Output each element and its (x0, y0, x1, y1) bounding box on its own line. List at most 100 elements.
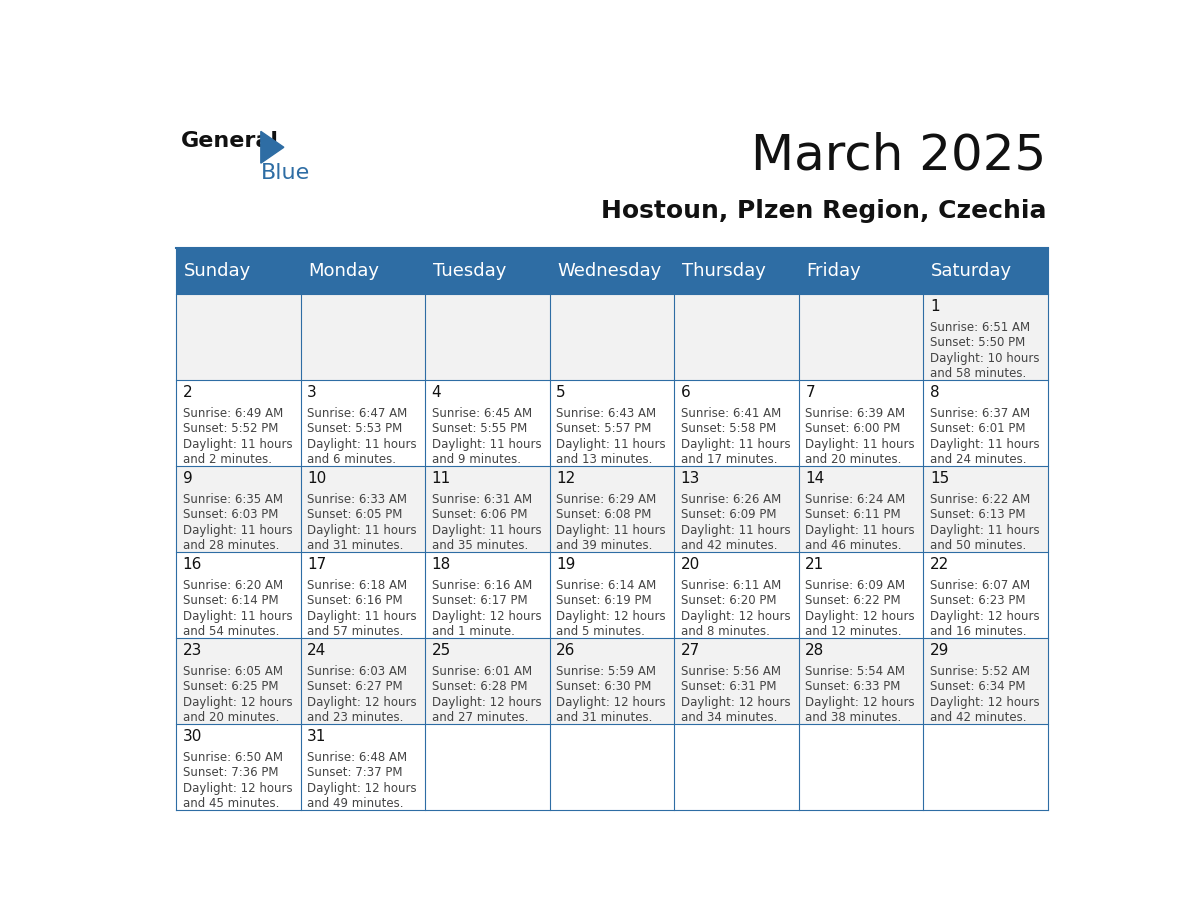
Text: and 1 minute.: and 1 minute. (431, 625, 514, 638)
Text: and 58 minutes.: and 58 minutes. (930, 367, 1026, 380)
Text: Daylight: 12 hours: Daylight: 12 hours (431, 610, 542, 623)
Text: Sunrise: 6:45 AM: Sunrise: 6:45 AM (431, 407, 532, 420)
Text: Sunrise: 6:31 AM: Sunrise: 6:31 AM (431, 493, 532, 506)
Text: Sunset: 6:28 PM: Sunset: 6:28 PM (431, 680, 527, 693)
Text: 1: 1 (930, 299, 940, 314)
Bar (550, 552, 675, 638)
Text: Daylight: 11 hours: Daylight: 11 hours (183, 524, 292, 537)
Text: Daylight: 12 hours: Daylight: 12 hours (308, 696, 417, 709)
Text: Sunrise: 6:20 AM: Sunrise: 6:20 AM (183, 579, 283, 592)
Bar (798, 466, 923, 552)
Text: Daylight: 11 hours: Daylight: 11 hours (805, 438, 915, 451)
Text: 23: 23 (183, 643, 202, 658)
Text: 28: 28 (805, 643, 824, 658)
Text: 22: 22 (930, 557, 949, 572)
Bar (923, 724, 1048, 810)
Text: Daylight: 12 hours: Daylight: 12 hours (930, 610, 1040, 623)
Bar (550, 248, 675, 294)
Text: Daylight: 12 hours: Daylight: 12 hours (556, 696, 665, 709)
Bar (550, 294, 675, 380)
Bar (176, 552, 301, 638)
Bar (301, 466, 425, 552)
Text: Sunset: 6:25 PM: Sunset: 6:25 PM (183, 680, 278, 693)
Bar (301, 638, 425, 724)
Text: 19: 19 (556, 557, 576, 572)
Text: Sunrise: 6:22 AM: Sunrise: 6:22 AM (930, 493, 1030, 506)
Bar (301, 724, 425, 810)
Text: and 20 minutes.: and 20 minutes. (183, 711, 279, 724)
Bar (425, 380, 550, 466)
Bar (176, 294, 301, 380)
Bar (798, 248, 923, 294)
Text: Sunrise: 5:54 AM: Sunrise: 5:54 AM (805, 665, 905, 677)
Text: Daylight: 11 hours: Daylight: 11 hours (308, 438, 417, 451)
Text: Daylight: 12 hours: Daylight: 12 hours (183, 696, 292, 709)
Bar (301, 380, 425, 466)
Bar (923, 466, 1048, 552)
Text: Sunset: 6:00 PM: Sunset: 6:00 PM (805, 422, 901, 435)
Text: Daylight: 11 hours: Daylight: 11 hours (681, 524, 790, 537)
Text: Sunset: 6:19 PM: Sunset: 6:19 PM (556, 594, 652, 608)
Text: Sunset: 5:58 PM: Sunset: 5:58 PM (681, 422, 776, 435)
Text: and 17 minutes.: and 17 minutes. (681, 453, 777, 466)
Text: Sunset: 5:52 PM: Sunset: 5:52 PM (183, 422, 278, 435)
Text: 16: 16 (183, 557, 202, 572)
Text: Sunrise: 6:16 AM: Sunrise: 6:16 AM (431, 579, 532, 592)
Text: Sunset: 6:14 PM: Sunset: 6:14 PM (183, 594, 278, 608)
Text: Sunrise: 5:56 AM: Sunrise: 5:56 AM (681, 665, 781, 677)
Text: Sunrise: 6:35 AM: Sunrise: 6:35 AM (183, 493, 283, 506)
Text: Sunrise: 6:41 AM: Sunrise: 6:41 AM (681, 407, 781, 420)
Text: 7: 7 (805, 385, 815, 400)
Text: 12: 12 (556, 471, 575, 486)
Bar (923, 294, 1048, 380)
Text: Hostoun, Plzen Region, Czechia: Hostoun, Plzen Region, Czechia (601, 198, 1047, 222)
Text: Daylight: 12 hours: Daylight: 12 hours (431, 696, 542, 709)
Bar (425, 724, 550, 810)
Text: Sunset: 6:30 PM: Sunset: 6:30 PM (556, 680, 651, 693)
Text: Sunrise: 6:18 AM: Sunrise: 6:18 AM (308, 579, 407, 592)
Text: 4: 4 (431, 385, 441, 400)
Text: Daylight: 12 hours: Daylight: 12 hours (308, 782, 417, 795)
Bar (425, 638, 550, 724)
Text: and 31 minutes.: and 31 minutes. (556, 711, 652, 724)
Bar (425, 466, 550, 552)
Text: and 16 minutes.: and 16 minutes. (930, 625, 1026, 638)
Text: Sunrise: 6:29 AM: Sunrise: 6:29 AM (556, 493, 657, 506)
Text: 25: 25 (431, 643, 451, 658)
Text: Sunrise: 6:14 AM: Sunrise: 6:14 AM (556, 579, 657, 592)
Text: Daylight: 11 hours: Daylight: 11 hours (431, 524, 542, 537)
Text: and 42 minutes.: and 42 minutes. (681, 540, 777, 553)
Text: Daylight: 11 hours: Daylight: 11 hours (930, 524, 1040, 537)
Text: Sunset: 6:27 PM: Sunset: 6:27 PM (308, 680, 403, 693)
Bar (675, 724, 798, 810)
Text: Sunday: Sunday (183, 262, 251, 280)
Text: and 24 minutes.: and 24 minutes. (930, 453, 1026, 466)
Bar (923, 638, 1048, 724)
Text: Daylight: 11 hours: Daylight: 11 hours (308, 524, 417, 537)
Text: Sunset: 5:50 PM: Sunset: 5:50 PM (930, 336, 1025, 350)
Bar (425, 294, 550, 380)
Text: and 20 minutes.: and 20 minutes. (805, 453, 902, 466)
Text: and 31 minutes.: and 31 minutes. (308, 540, 404, 553)
Text: Sunset: 6:09 PM: Sunset: 6:09 PM (681, 509, 776, 521)
Text: 20: 20 (681, 557, 700, 572)
Text: 9: 9 (183, 471, 192, 486)
Text: Friday: Friday (807, 262, 861, 280)
Bar (301, 294, 425, 380)
Text: Daylight: 11 hours: Daylight: 11 hours (556, 438, 665, 451)
Text: Sunrise: 6:43 AM: Sunrise: 6:43 AM (556, 407, 656, 420)
Text: and 57 minutes.: and 57 minutes. (308, 625, 404, 638)
Polygon shape (261, 131, 284, 163)
Text: 31: 31 (308, 729, 327, 744)
Text: 21: 21 (805, 557, 824, 572)
Bar (798, 294, 923, 380)
Text: and 50 minutes.: and 50 minutes. (930, 540, 1026, 553)
Text: 11: 11 (431, 471, 451, 486)
Text: Sunrise: 6:09 AM: Sunrise: 6:09 AM (805, 579, 905, 592)
Text: Sunset: 6:16 PM: Sunset: 6:16 PM (308, 594, 403, 608)
Text: and 46 minutes.: and 46 minutes. (805, 540, 902, 553)
Text: Wednesday: Wednesday (557, 262, 662, 280)
Text: Sunrise: 6:03 AM: Sunrise: 6:03 AM (308, 665, 407, 677)
Text: and 38 minutes.: and 38 minutes. (805, 711, 902, 724)
Text: Saturday: Saturday (931, 262, 1012, 280)
